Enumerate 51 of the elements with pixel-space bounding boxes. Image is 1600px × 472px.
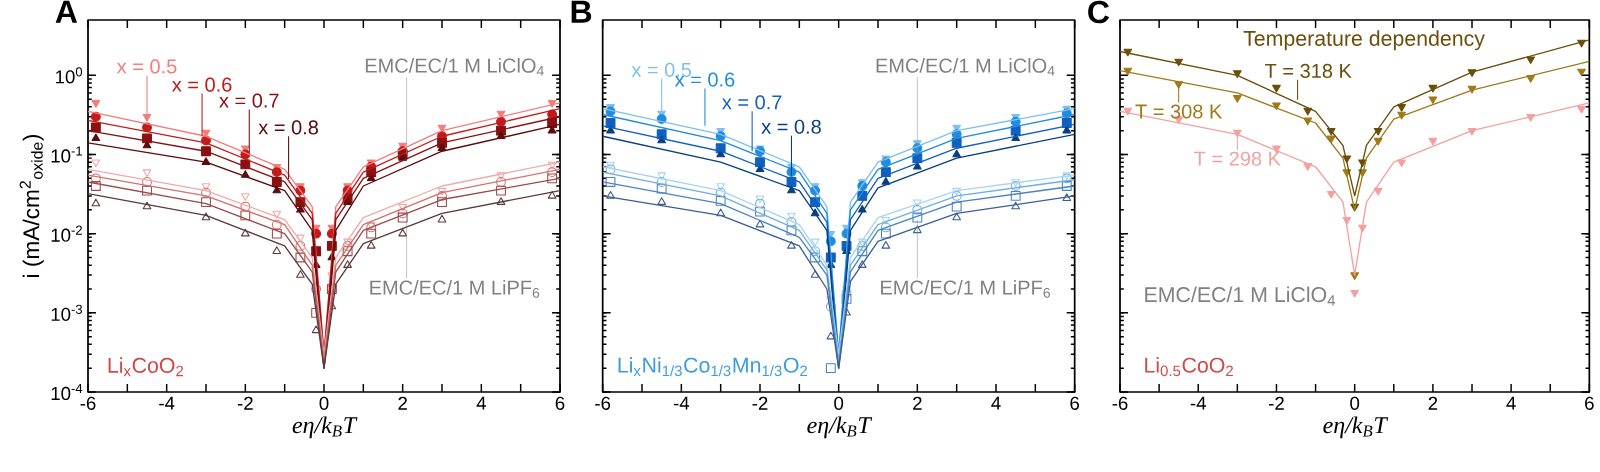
annotation: Li$_{x}$CoO$_{2}$ bbox=[108, 357, 184, 377]
x-tick-label: 2 bbox=[398, 396, 407, 410]
annotation: T = 298 K bbox=[1194, 151, 1281, 166]
annotation: Li$_{0.5}$CoO$_{2}$ bbox=[1145, 357, 1233, 377]
x-tick-label: 6 bbox=[1585, 396, 1594, 410]
x-tick-label: 0 bbox=[319, 396, 329, 410]
annotation: x = 0.5 bbox=[116, 59, 177, 74]
x-tick-label: -2 bbox=[237, 396, 253, 410]
annotation: T = 318 K bbox=[1265, 63, 1352, 78]
x-tick-label: -2 bbox=[752, 396, 768, 410]
chart-title: C bbox=[1088, 0, 1110, 24]
x-tick-label: -4 bbox=[1190, 396, 1206, 410]
x-tick-label: 4 bbox=[1506, 396, 1516, 410]
y-axis-title: i (mA/cm$^{2}$$_{oxide}$) bbox=[19, 134, 44, 277]
x-tick-label: 2 bbox=[913, 396, 922, 410]
x-tick-label: -6 bbox=[595, 396, 611, 410]
x-axis-title: eη/k$_{B}$T bbox=[1323, 416, 1389, 439]
annotation: x = 0.7 bbox=[219, 93, 279, 108]
y-tick-label: 10$^{-1}$ bbox=[51, 146, 82, 163]
annotation: x = 0.6 bbox=[172, 77, 232, 92]
text: Li$_{x}$Ni$_{1/3}$Co$_{1/3}$Mn$_{1/3}$O$_{2}$ bbox=[618, 357, 808, 377]
y-tick-label: 10$^{0}$ bbox=[56, 67, 83, 84]
x-tick-label: -2 bbox=[1268, 396, 1284, 410]
chart-subtitle: Temperature dependency bbox=[1243, 30, 1485, 51]
annotation: EMC/EC/1 M LiPF$_{6}$ bbox=[881, 280, 1050, 298]
annotation: x = 0.8 bbox=[761, 119, 821, 134]
x-axis-title: eη/k$_{B}$T bbox=[292, 416, 358, 439]
annotation: x = 0.7 bbox=[722, 95, 782, 110]
x-tick-label: -4 bbox=[159, 396, 175, 410]
annotation: EMC/EC/1 M LiClO$_{4}$ bbox=[1145, 286, 1336, 306]
annotation: T = 308 K bbox=[1135, 104, 1223, 119]
y-tick-label: 10$^{-3}$ bbox=[51, 304, 83, 321]
x-tick-label: 4 bbox=[991, 396, 1001, 410]
annotation: EMC/EC/1 M LiPF$_{6}$ bbox=[370, 280, 540, 298]
x-tick-label: 0 bbox=[1350, 396, 1360, 410]
chart-title: A bbox=[55, 0, 78, 23]
annotation: EMC/EC/1 M LiClO$_{4}$ bbox=[365, 58, 544, 76]
x-tick-label: 2 bbox=[1428, 396, 1438, 410]
annotation: x = 0.8 bbox=[258, 120, 319, 135]
x-tick-label: 4 bbox=[476, 396, 486, 410]
y-tick-label: 10$^{-2}$ bbox=[51, 225, 82, 242]
y-tick-label: 10$^{-4}$ bbox=[51, 383, 83, 401]
chart-title: B bbox=[571, 0, 592, 23]
annotation: EMC/EC/1 M LiClO$_{4}$ bbox=[876, 58, 1055, 76]
x-tick-label: -4 bbox=[673, 396, 690, 410]
x-axis-title: eη/k$_{B}$T bbox=[807, 416, 873, 439]
x-tick-label: 6 bbox=[1070, 396, 1080, 410]
x-tick-label: -6 bbox=[1112, 396, 1128, 410]
x-tick-label: 0 bbox=[834, 396, 844, 410]
x-tick-label: 6 bbox=[555, 396, 565, 410]
x-tick-label: -6 bbox=[80, 396, 96, 410]
